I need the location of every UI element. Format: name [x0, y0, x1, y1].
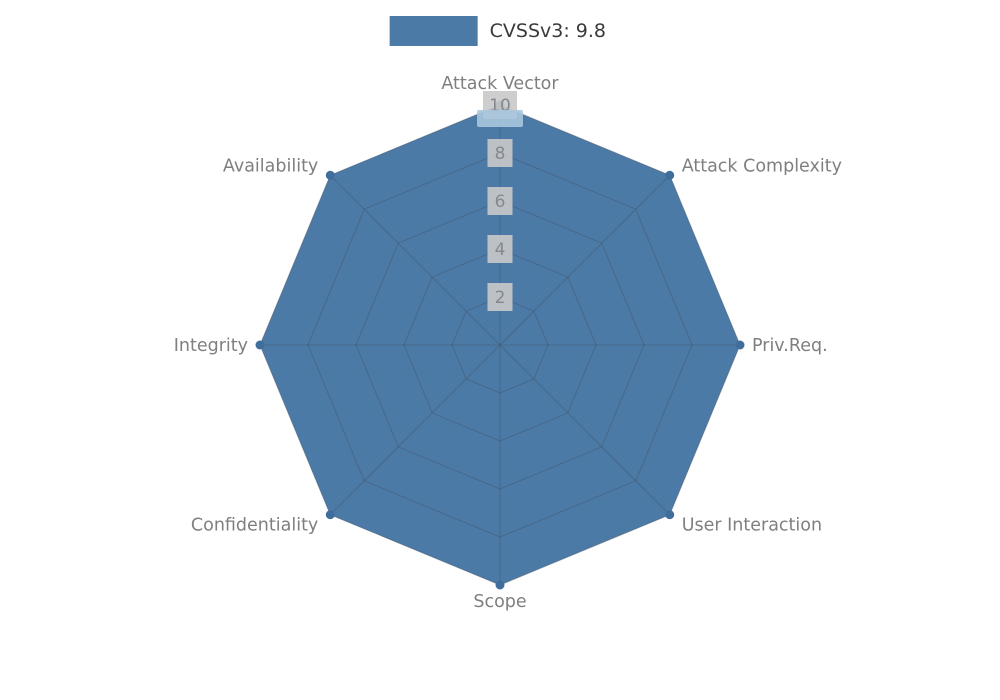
axis-label: Availability — [223, 156, 318, 176]
tick-box — [487, 235, 513, 263]
vertex-dot — [325, 170, 335, 180]
radar-spoke — [499, 344, 671, 516]
axis-label: Integrity — [174, 336, 248, 356]
vertex-dot — [665, 170, 675, 180]
vertex-dot — [255, 340, 265, 350]
axis-label: Attack Vector — [441, 74, 559, 94]
axis-label: Priv.Req. — [752, 336, 828, 356]
vertex-dot — [325, 510, 335, 520]
axis-label: Scope — [473, 592, 526, 612]
tick-box — [487, 187, 513, 215]
legend-swatch — [389, 16, 478, 46]
axis-label: Attack Complexity — [682, 156, 842, 176]
vertex-dot — [665, 510, 675, 520]
vertex-dot — [735, 340, 745, 350]
radar-spoke — [329, 344, 501, 516]
radar-spoke — [329, 174, 501, 346]
tick-label: 6 — [495, 192, 506, 212]
axis-label: Confidentiality — [191, 516, 318, 536]
tick-box — [487, 139, 513, 167]
tick-10-overlap-band — [477, 110, 523, 127]
radar-spoke — [499, 174, 671, 346]
axis-label: User Interaction — [682, 516, 822, 536]
tick-label: 8 — [495, 144, 506, 164]
legend-label: CVSSv3: 9.8 — [489, 20, 607, 42]
tick-label: 2 — [495, 288, 506, 308]
vertex-dot — [495, 580, 505, 590]
tick-label: 4 — [495, 240, 506, 260]
chart-legend: CVSSv3: 9.8 — [389, 14, 607, 48]
tick-box — [487, 283, 513, 311]
